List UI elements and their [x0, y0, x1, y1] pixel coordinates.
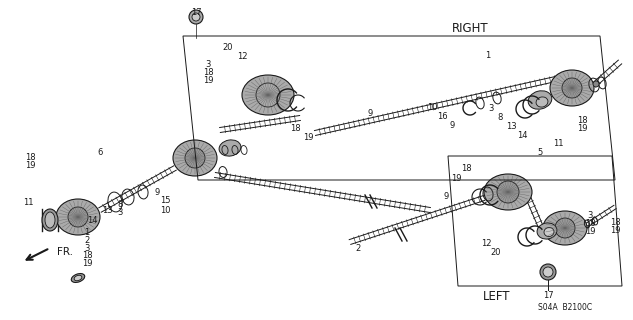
- Text: 19: 19: [577, 124, 587, 132]
- Ellipse shape: [56, 199, 100, 235]
- Circle shape: [192, 13, 200, 21]
- Text: 1: 1: [84, 228, 90, 236]
- Circle shape: [540, 264, 556, 280]
- Circle shape: [593, 81, 599, 87]
- Circle shape: [562, 78, 582, 98]
- Ellipse shape: [74, 275, 82, 281]
- Text: 3: 3: [587, 211, 592, 220]
- Text: 19: 19: [25, 161, 35, 170]
- Ellipse shape: [242, 75, 294, 115]
- Text: 17: 17: [542, 292, 553, 300]
- Text: FR.: FR.: [57, 247, 73, 257]
- Ellipse shape: [536, 97, 548, 107]
- Text: 14: 14: [517, 131, 527, 140]
- Circle shape: [497, 181, 519, 203]
- Text: RIGHT: RIGHT: [452, 21, 488, 35]
- Text: 3: 3: [84, 244, 90, 252]
- Text: 2: 2: [84, 236, 90, 244]
- Text: 15: 15: [160, 196, 170, 204]
- Ellipse shape: [42, 209, 58, 231]
- Text: 10: 10: [427, 102, 437, 111]
- Text: 9: 9: [154, 188, 160, 196]
- Text: 18: 18: [577, 116, 587, 124]
- Circle shape: [189, 10, 203, 24]
- Text: 3: 3: [205, 60, 211, 68]
- Ellipse shape: [484, 174, 532, 210]
- Text: 9: 9: [367, 108, 373, 117]
- Text: 13: 13: [506, 122, 517, 131]
- Text: 5: 5: [537, 148, 542, 156]
- Text: 17: 17: [191, 7, 201, 17]
- Text: 19: 19: [610, 226, 620, 235]
- Text: 13: 13: [102, 205, 112, 214]
- Text: 18: 18: [82, 252, 92, 260]
- Text: S04A  B2100C: S04A B2100C: [538, 302, 592, 311]
- Text: 19: 19: [451, 173, 461, 182]
- Text: 8: 8: [498, 113, 503, 122]
- Ellipse shape: [72, 274, 85, 283]
- Circle shape: [185, 148, 205, 168]
- Text: 11: 11: [23, 197, 34, 206]
- Circle shape: [68, 207, 88, 227]
- Ellipse shape: [528, 91, 552, 109]
- Text: 3: 3: [488, 103, 494, 113]
- Text: 19: 19: [82, 260, 92, 268]
- Ellipse shape: [544, 228, 554, 236]
- Text: 18: 18: [585, 219, 595, 228]
- Text: 20: 20: [491, 247, 501, 257]
- Ellipse shape: [537, 223, 557, 239]
- Text: 11: 11: [553, 139, 563, 148]
- Text: 2: 2: [355, 244, 361, 252]
- Text: 9: 9: [449, 121, 454, 130]
- Text: 12: 12: [480, 238, 491, 247]
- Text: 18: 18: [25, 153, 35, 162]
- Ellipse shape: [550, 70, 594, 106]
- Text: 6: 6: [97, 148, 103, 156]
- Text: 19: 19: [585, 227, 595, 236]
- Text: 10: 10: [160, 205, 170, 214]
- Circle shape: [555, 218, 575, 238]
- Circle shape: [543, 267, 553, 277]
- Ellipse shape: [173, 140, 217, 176]
- Text: 19: 19: [303, 132, 313, 141]
- Text: 8: 8: [117, 199, 123, 209]
- Text: 18: 18: [461, 164, 472, 172]
- Text: 16: 16: [437, 111, 448, 121]
- Text: 12: 12: [237, 52, 248, 60]
- Ellipse shape: [543, 211, 587, 245]
- Text: LEFT: LEFT: [483, 290, 511, 302]
- Text: 18: 18: [203, 68, 213, 76]
- Text: 1: 1: [486, 51, 491, 60]
- Text: 14: 14: [87, 215, 97, 225]
- Text: 19: 19: [203, 76, 213, 84]
- Text: 20: 20: [223, 43, 233, 52]
- Text: 18: 18: [290, 124, 300, 132]
- Text: 3: 3: [117, 207, 123, 217]
- Text: 9: 9: [443, 191, 449, 201]
- Text: 18: 18: [610, 218, 620, 227]
- Ellipse shape: [219, 140, 241, 156]
- Circle shape: [256, 83, 280, 107]
- Ellipse shape: [45, 212, 55, 228]
